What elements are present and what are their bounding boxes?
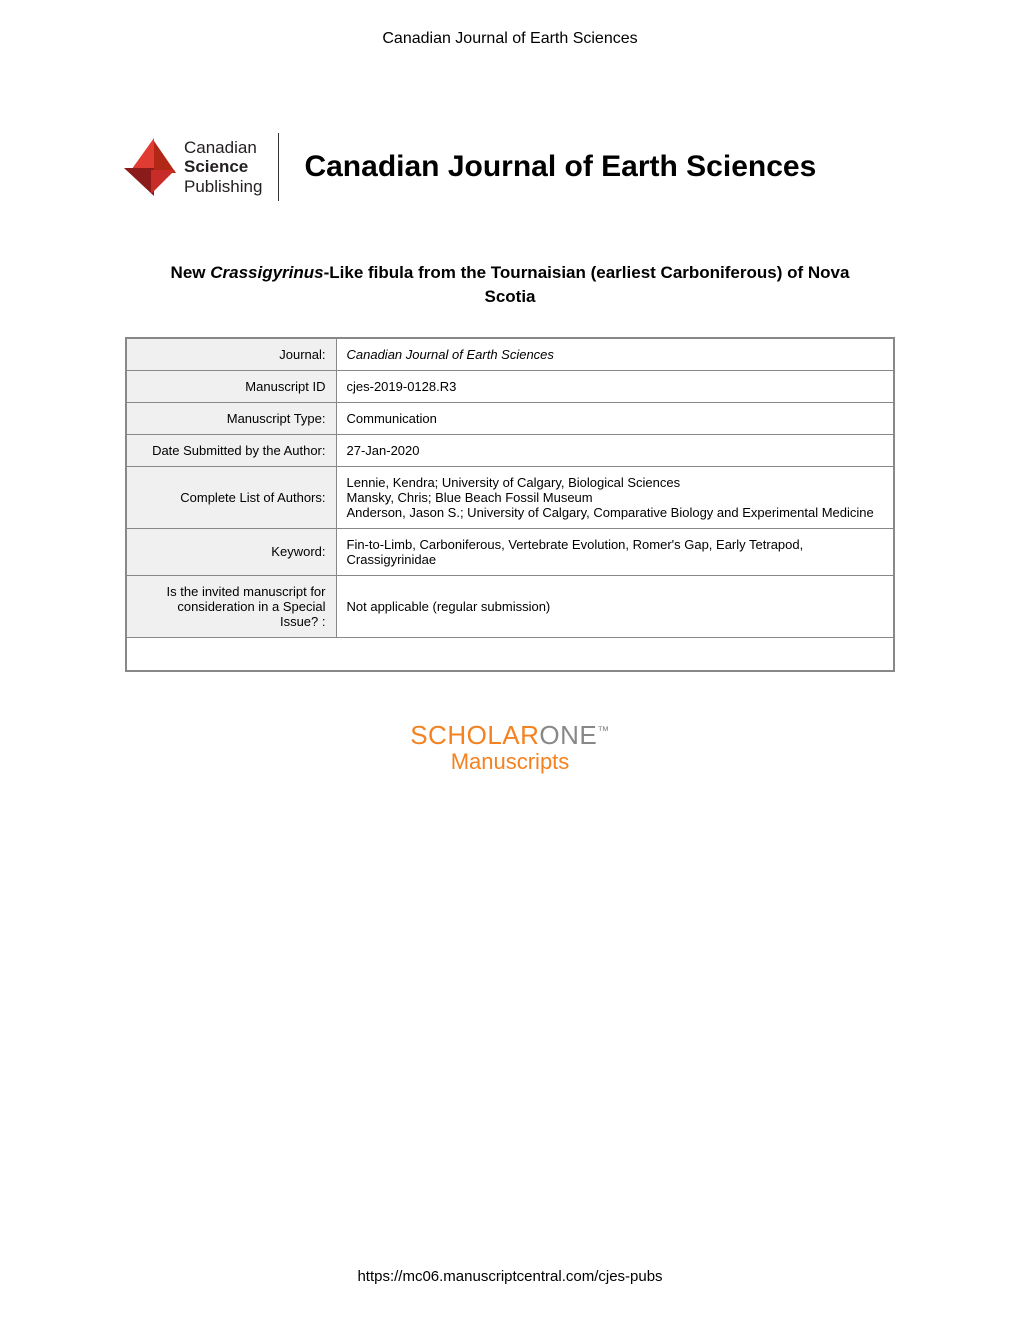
publisher-line3: Publishing	[184, 177, 262, 197]
journal-name: Canadian Journal of Earth Sciences	[304, 150, 816, 184]
table-value: Not applicable (regular submission)	[336, 575, 894, 637]
table-value: Canadian Journal of Earth Sciences	[336, 338, 894, 371]
table-value: Lennie, Kendra; University of Calgary, B…	[336, 466, 894, 528]
table-value: Communication	[336, 402, 894, 434]
table-row: Complete List of Authors:Lennie, Kendra;…	[126, 466, 894, 528]
footer-url: https://mc06.manuscriptcentral.com/cjes-…	[0, 1268, 1020, 1285]
publisher-name: Canadian Science Publishing	[184, 138, 262, 197]
table-label: Complete List of Authors:	[126, 466, 336, 528]
title-italic: Crassigyrinus	[210, 263, 323, 282]
title-suffix: -Like fibula from the Tournaisian (earli…	[324, 263, 850, 306]
table-label: Manuscript Type:	[126, 402, 336, 434]
publisher-line2: Science	[184, 157, 262, 177]
article-title: New Crassigyrinus-Like fibula from the T…	[160, 261, 860, 309]
logo-icon	[120, 138, 176, 196]
scholarone-branding: SCHOLARONE™ Manuscripts	[0, 720, 1020, 775]
table-label: Keyword:	[126, 528, 336, 575]
table-row: Journal:Canadian Journal of Earth Scienc…	[126, 338, 894, 371]
title-prefix: New	[171, 263, 211, 282]
table-row: Date Submitted by the Author:27-Jan-2020	[126, 434, 894, 466]
logo-section: Canadian Science Publishing Canadian Jou…	[120, 133, 1020, 201]
publisher-logo: Canadian Science Publishing	[120, 138, 262, 197]
scholarone-line1: SCHOLARONE™	[0, 720, 1020, 751]
table-label: Manuscript ID	[126, 370, 336, 402]
page-header: Canadian Journal of Earth Sciences	[0, 0, 1020, 48]
table-label: Date Submitted by the Author:	[126, 434, 336, 466]
scholarone-manuscripts: Manuscripts	[0, 749, 1020, 775]
scholarone-one: ONE	[539, 720, 597, 750]
metadata-table: Journal:Canadian Journal of Earth Scienc…	[125, 337, 895, 673]
table-empty-cell	[126, 637, 894, 671]
table-label: Journal:	[126, 338, 336, 371]
table-label: Is the invited manuscript for considerat…	[126, 575, 336, 637]
publisher-line1: Canadian	[184, 138, 262, 158]
scholarone-scholar: SCHOLAR	[410, 720, 539, 750]
logo-divider	[278, 133, 279, 201]
table-empty-row	[126, 637, 894, 671]
scholarone-tm: ™	[597, 723, 610, 737]
table-row: Keyword:Fin-to-Limb, Carboniferous, Vert…	[126, 528, 894, 575]
table-row: Manuscript Type:Communication	[126, 402, 894, 434]
table-value: Fin-to-Limb, Carboniferous, Vertebrate E…	[336, 528, 894, 575]
table-value: cjes-2019-0128.R3	[336, 370, 894, 402]
table-value: 27-Jan-2020	[336, 434, 894, 466]
table-row: Manuscript IDcjes-2019-0128.R3	[126, 370, 894, 402]
table-row: Is the invited manuscript for considerat…	[126, 575, 894, 637]
